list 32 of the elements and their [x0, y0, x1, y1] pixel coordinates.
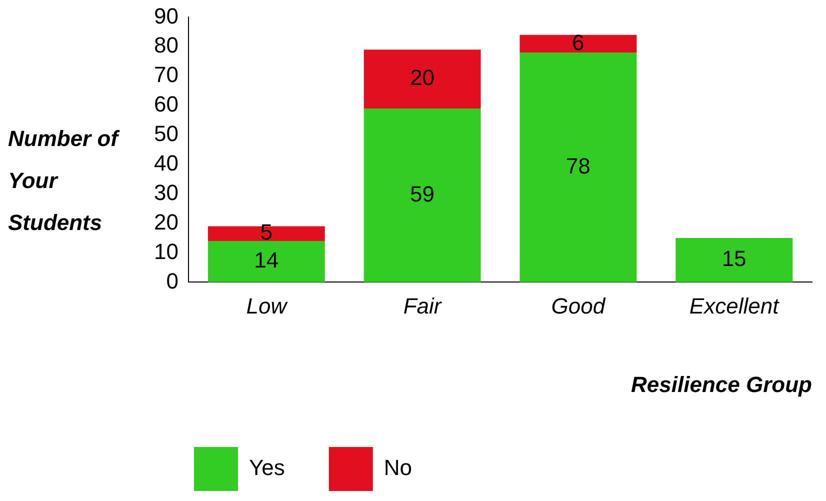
- y-tick-label: 90: [154, 3, 178, 28]
- data-label: 6: [572, 30, 584, 55]
- x-tick-label: Low: [246, 294, 289, 319]
- legend-label: No: [384, 455, 412, 480]
- bar: [520, 34, 637, 53]
- x-tick-label: Excellent: [689, 294, 780, 319]
- y-tick-label: 70: [154, 62, 178, 88]
- bar: [364, 108, 481, 282]
- x-axis-title: Resilience Group: [631, 372, 812, 397]
- y-tick-label: 60: [154, 92, 178, 117]
- x-tick-label: Good: [551, 294, 606, 319]
- y-axis-title: Number of Your Students: [8, 125, 121, 237]
- y-tick-label: 0: [166, 268, 178, 294]
- data-label: 15: [722, 246, 746, 272]
- data-label: 59: [410, 181, 435, 206]
- y-tick-label: 40: [154, 150, 178, 176]
- legend-label: Yes: [249, 455, 285, 480]
- bar: [520, 52, 637, 282]
- x-tick-label: Fair: [403, 294, 443, 319]
- data-label: 20: [410, 65, 435, 90]
- data-label: 5: [260, 220, 273, 245]
- data-label: 14: [254, 248, 279, 273]
- bar: [364, 50, 481, 108]
- bar: [676, 238, 793, 282]
- data-label: 78: [566, 153, 590, 178]
- bar: [208, 240, 325, 282]
- y-tick-label: 10: [154, 238, 178, 264]
- y-tick-label: 30: [154, 180, 178, 205]
- y-tick-label: 80: [154, 32, 178, 58]
- y-tick-label: 20: [154, 209, 178, 234]
- bar: [208, 226, 325, 241]
- y-tick-label: 50: [154, 121, 178, 146]
